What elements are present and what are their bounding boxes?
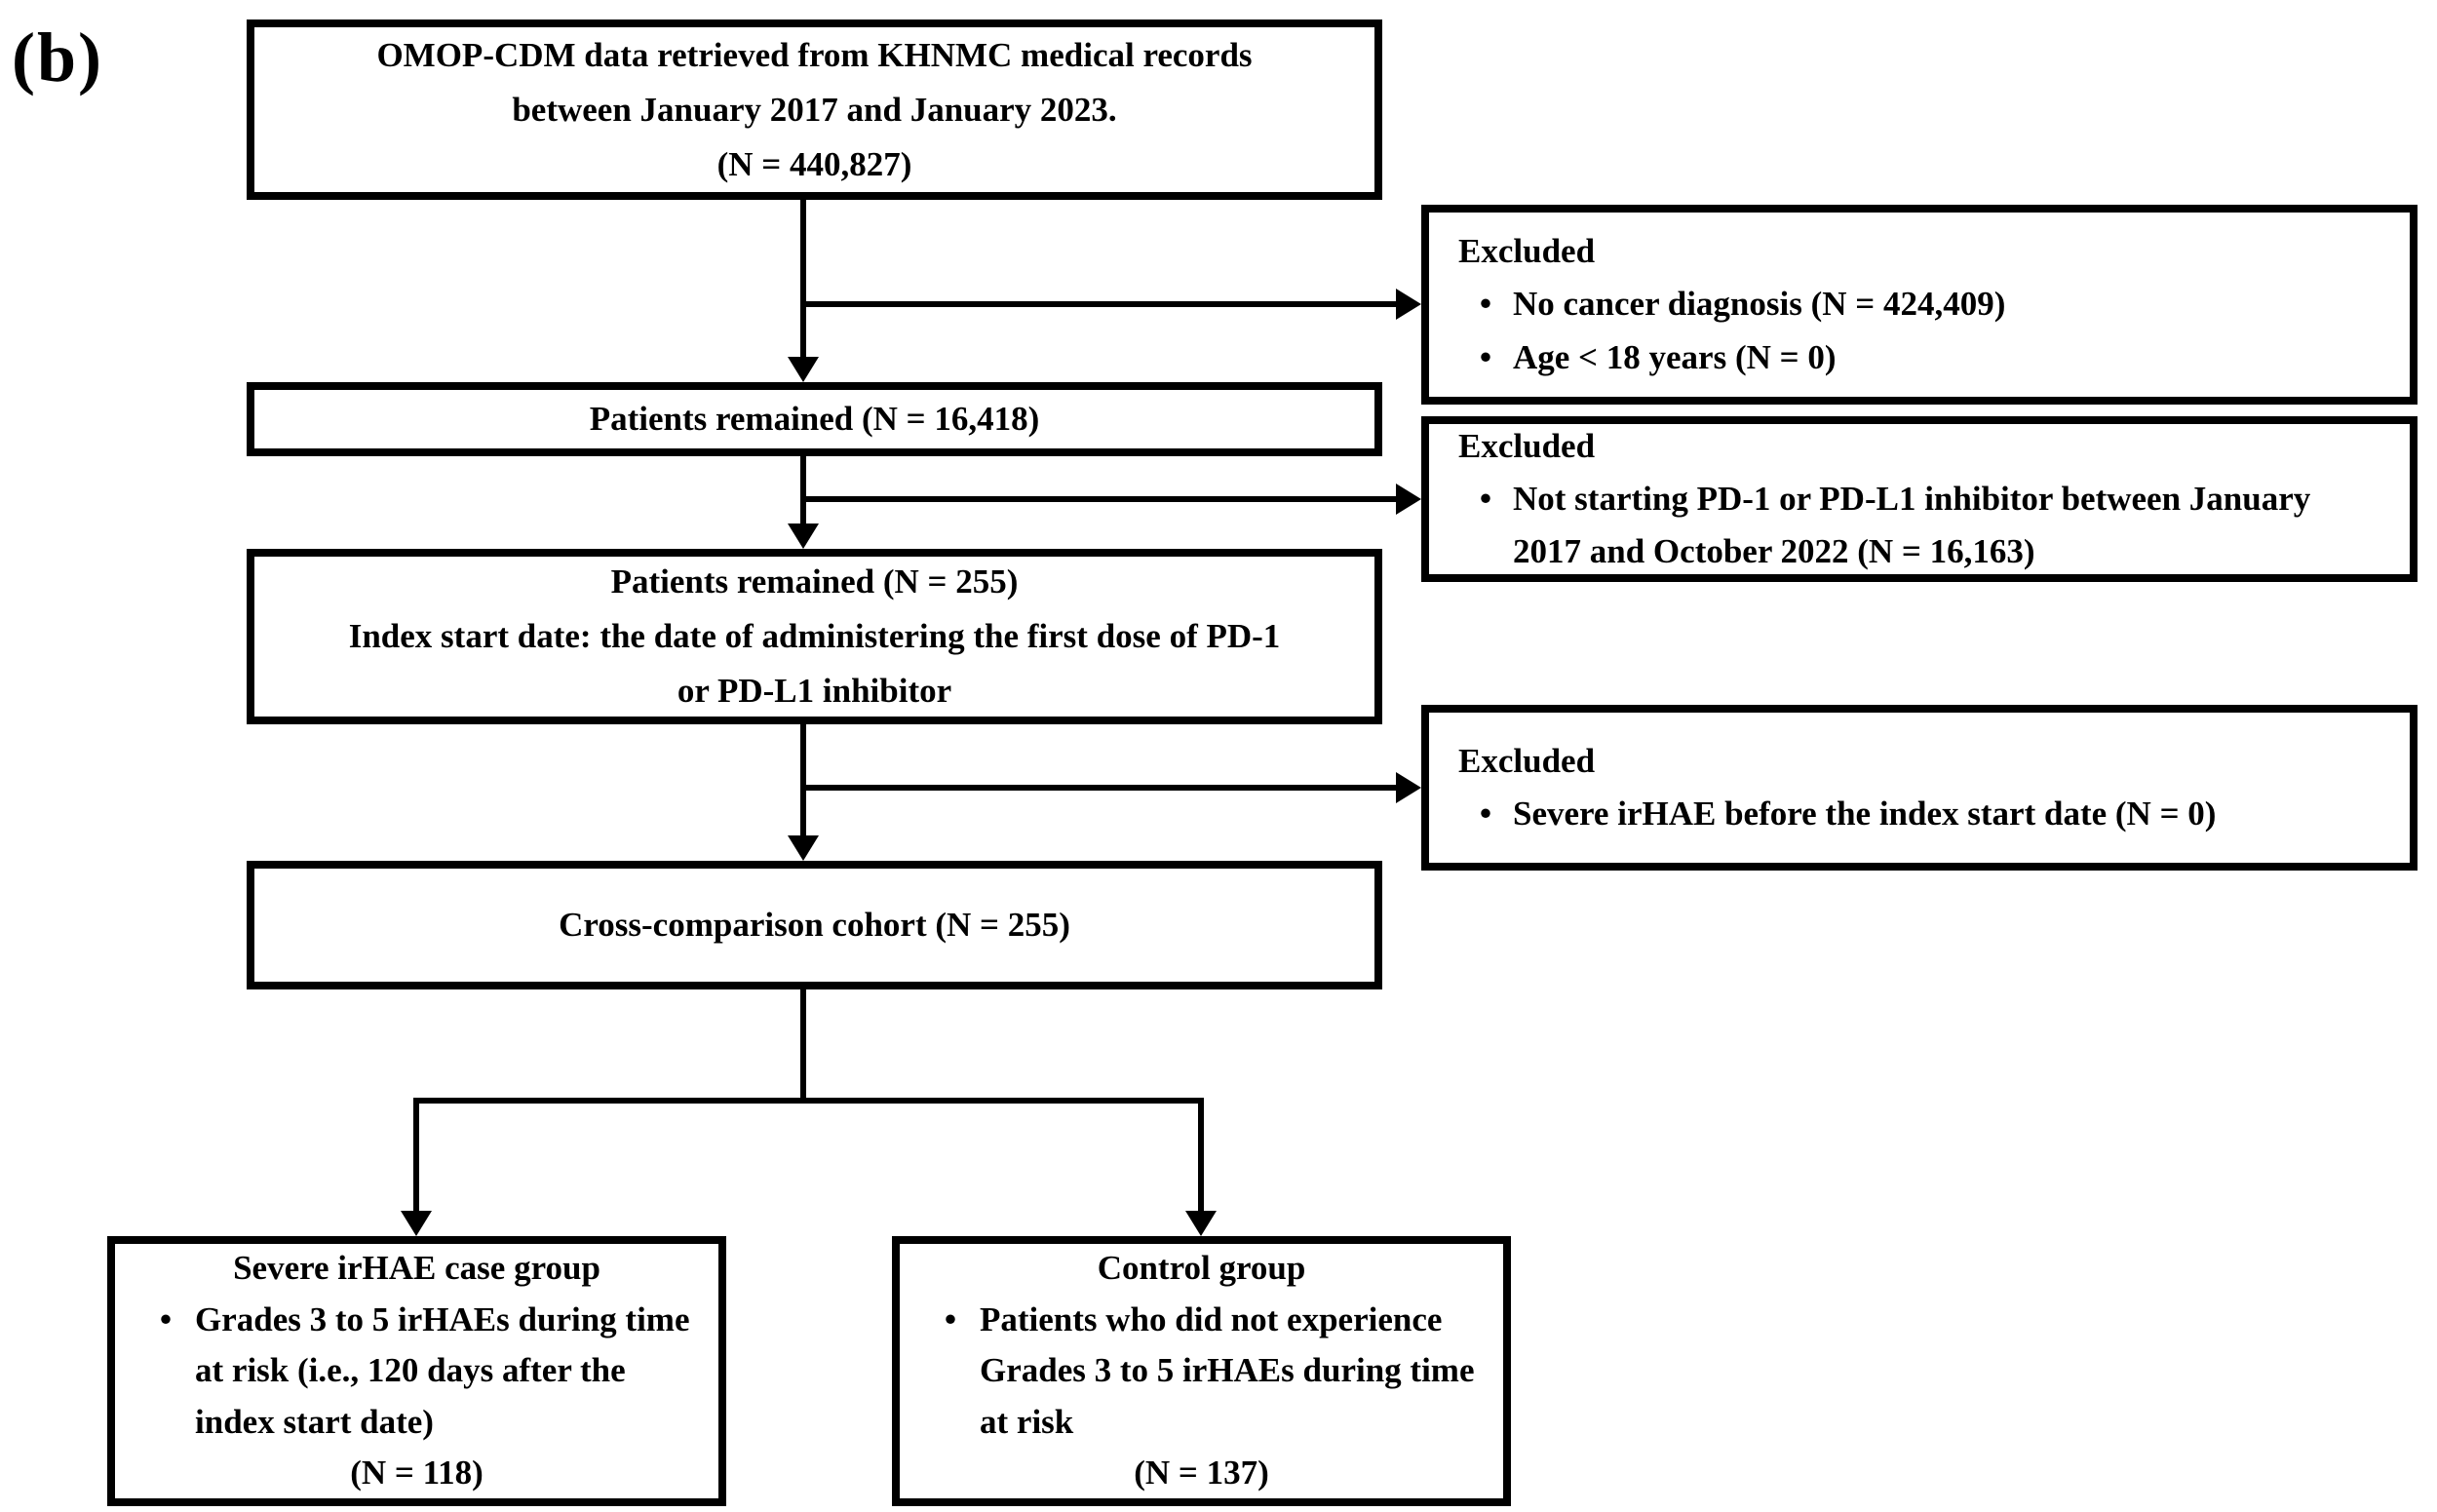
box-source-line: (N = 440,827) <box>716 144 912 183</box>
box-excluded-2: Excluded • Not starting PD-1 or PD-L1 in… <box>1421 416 2418 582</box>
bullet-icon: • <box>1479 479 1492 518</box>
excluded-2-bullet-text: Not starting PD-1 or PD-L1 inhibitor bet… <box>1513 479 2311 571</box>
connector-v-remained-to-255 <box>800 456 806 525</box>
case-group-title: Severe irHAE case group <box>233 1249 600 1288</box>
box-patients-remained-255-line: Index start date: the date of administer… <box>348 617 1281 655</box>
arrow-down-icon <box>1185 1211 1217 1236</box>
arrow-right-icon <box>1396 484 1421 515</box>
box-cross-comparison-cohort-line: Cross-comparison cohort (N = 255) <box>559 906 1070 944</box>
connector-v-source-to-remained <box>800 200 806 359</box>
box-severe-irhae-case-group: Severe irHAE case group • Grades 3 to 5 … <box>107 1236 726 1506</box>
box-patients-remained-255-line: Patients remained (N = 255) <box>610 562 1019 601</box>
connector-v-split-to-control-group <box>1198 1098 1204 1213</box>
bullet-icon: • <box>1479 285 1492 324</box>
arrow-down-icon <box>788 835 819 861</box>
connector-v-255-to-cohort <box>800 724 806 837</box>
box-patients-remained-255: Patients remained (N = 255) Index start … <box>247 549 1382 724</box>
figure-label: (b) <box>12 19 103 97</box>
box-patients-remained-16418-line: Patients remained (N = 16,418) <box>589 400 1040 438</box>
control-group-bullet-text: Patients who did not experience Grades 3… <box>980 1299 1475 1441</box>
control-group-title: Control group <box>1097 1249 1306 1288</box>
connector-v-split-to-case-group <box>413 1098 419 1213</box>
case-group-n: (N = 118) <box>350 1454 484 1493</box>
bullet-icon: • <box>159 1299 173 1338</box>
box-source-data: OMOP-CDM data retrieved from KHNMC medic… <box>247 19 1382 200</box>
excluded-1-bullet-text: Age < 18 years (N = 0) <box>1513 337 1837 376</box>
control-group-bullet: • Patients who did not experience Grades… <box>921 1295 1482 1449</box>
excluded-3-bullet: • Severe irHAE before the index start da… <box>1458 788 2380 840</box>
connector-h-to-excluded-2 <box>803 496 1398 502</box>
excluded-3-bullet-text: Severe irHAE before the index start date… <box>1513 795 2217 833</box>
excluded-1-bullet-text: No cancer diagnosis (N = 424,409) <box>1513 285 2006 324</box>
connector-h-to-excluded-1 <box>803 301 1398 307</box>
bullet-icon: • <box>1479 795 1492 833</box>
connector-h-to-excluded-3 <box>803 785 1398 791</box>
arrow-down-icon <box>401 1211 432 1236</box>
box-excluded-1: Excluded • No cancer diagnosis (N = 424,… <box>1421 205 2418 405</box>
arrow-right-icon <box>1396 289 1421 320</box>
excluded-1-bullet: • No cancer diagnosis (N = 424,409) <box>1458 278 2380 330</box>
bullet-icon: • <box>944 1299 957 1338</box>
excluded-2-title: Excluded <box>1458 426 1596 465</box>
control-group-n: (N = 137) <box>1134 1454 1269 1493</box>
box-patients-remained-16418: Patients remained (N = 16,418) <box>247 382 1382 456</box>
arrow-down-icon <box>788 523 819 549</box>
connector-h-split <box>413 1098 1204 1104</box>
box-excluded-3: Excluded • Severe irHAE before the index… <box>1421 705 2418 871</box>
arrow-right-icon <box>1396 772 1421 803</box>
excluded-1-bullet: • Age < 18 years (N = 0) <box>1458 331 2380 384</box>
connector-v-cohort-to-split <box>800 989 806 1104</box>
box-patients-remained-255-line: or PD-L1 inhibitor <box>677 672 952 710</box>
excluded-2-bullet: • Not starting PD-1 or PD-L1 inhibitor b… <box>1458 473 2380 579</box>
box-source-line: OMOP-CDM data retrieved from KHNMC medic… <box>376 35 1253 74</box>
arrow-down-icon <box>788 357 819 382</box>
excluded-3-title: Excluded <box>1458 741 1596 780</box>
case-group-bullet-text: Grades 3 to 5 irHAEs during time at risk… <box>195 1299 690 1441</box>
case-group-bullet: • Grades 3 to 5 irHAEs during time at ri… <box>136 1295 697 1449</box>
box-source-line: between January 2017 and January 2023. <box>512 90 1117 129</box>
bullet-icon: • <box>1479 337 1492 376</box>
box-control-group: Control group • Patients who did not exp… <box>892 1236 1511 1506</box>
box-cross-comparison-cohort: Cross-comparison cohort (N = 255) <box>247 861 1382 989</box>
excluded-1-title: Excluded <box>1458 232 1596 271</box>
